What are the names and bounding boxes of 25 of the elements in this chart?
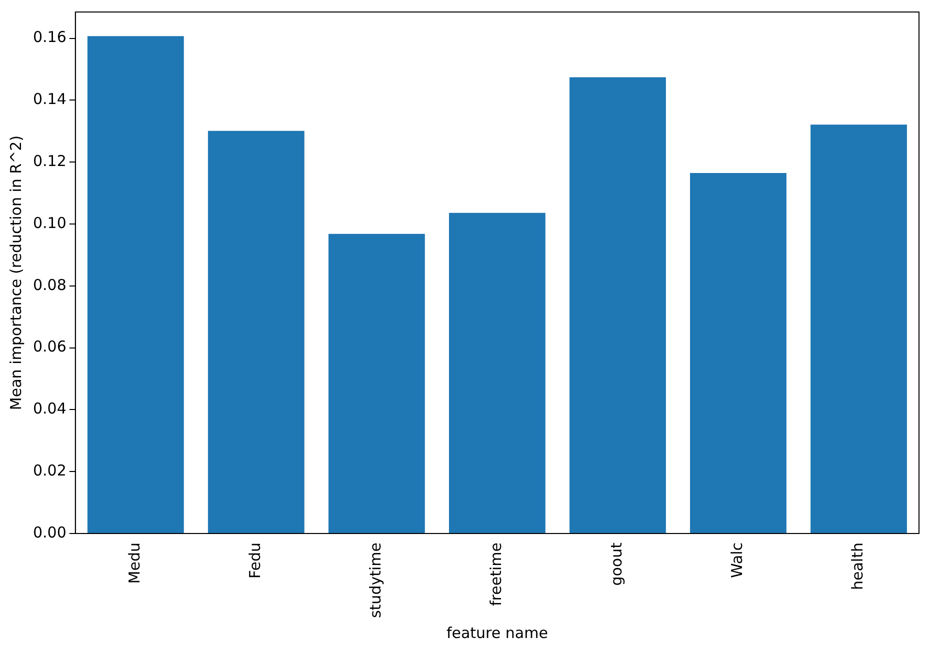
y-tick-label: 0.14 [32, 90, 66, 108]
y-tick-label: 0.04 [32, 400, 66, 418]
y-tick-label: 0.16 [32, 28, 66, 46]
x-tick-label: health [848, 542, 867, 590]
bar [448, 212, 546, 534]
x-tick-label: Fedu [246, 542, 264, 579]
y-axis-title: Mean importance (reduction in R^2) [6, 135, 25, 410]
bar [208, 130, 304, 534]
bar [570, 77, 666, 534]
bar [810, 124, 907, 534]
y-tick-label: 0.12 [32, 152, 66, 170]
x-axis-title: feature name [446, 624, 548, 642]
y-tick-label: 0.00 [32, 523, 66, 542]
y-tick-label: 0.10 [32, 214, 66, 232]
x-tick-label: Medu [126, 542, 144, 584]
x-tick-label: goout [608, 542, 626, 586]
x-tick-label: freetime [487, 542, 506, 606]
bar [690, 172, 786, 534]
bar [87, 36, 184, 534]
x-tick-label: Walc [728, 542, 746, 578]
y-tick-label: 0.08 [32, 276, 66, 294]
x-tick-label: studytime [366, 542, 385, 618]
y-tick-label: 0.02 [32, 462, 66, 480]
bar [328, 234, 425, 534]
y-tick-label: 0.06 [32, 338, 66, 356]
